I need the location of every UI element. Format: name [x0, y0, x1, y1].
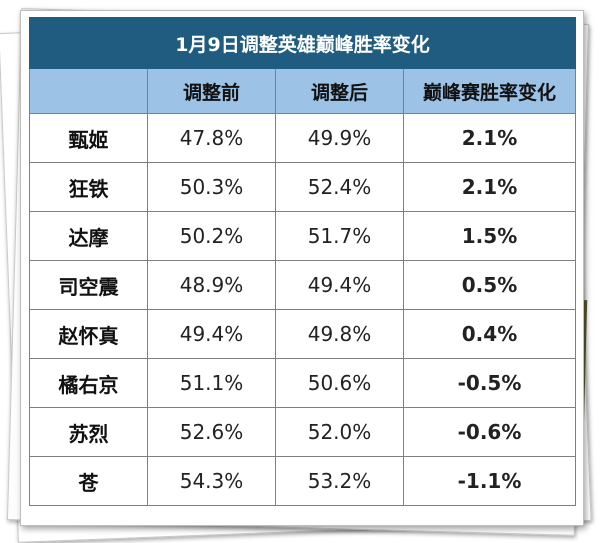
winrate-before-cell: 52.6% — [147, 407, 276, 457]
winrate-before-cell: 50.3% — [147, 162, 276, 212]
winrate-after-cell: 51.7% — [275, 211, 404, 261]
hero-name-cell: 橘右京 — [29, 358, 148, 408]
winrate-before-cell: 48.9% — [147, 260, 276, 310]
winrate-change-cell: -0.6% — [402, 407, 577, 457]
header-after: 调整后 — [275, 68, 404, 114]
hero-name-cell: 苍 — [29, 456, 148, 506]
winrate-change-cell: 1.5% — [402, 211, 577, 261]
winrate-after-cell: 49.9% — [275, 113, 404, 163]
winrate-after-cell: 50.6% — [275, 358, 404, 408]
winrate-before-cell: 54.3% — [147, 456, 276, 506]
hero-name-cell: 赵怀真 — [29, 309, 148, 359]
table-body: 甄姬 47.8% 49.9% 2.1% 狂铁 50.3% 52.4% 2.1% 达摩 50.2% 5… — [29, 113, 577, 506]
winrate-after-cell: 49.4% — [275, 260, 404, 310]
table-row: 苍 54.3% 53.2% -1.1% — [29, 456, 577, 506]
table-row: 狂铁 50.3% 52.4% 2.1% — [29, 162, 577, 212]
winrate-after-cell: 49.8% — [275, 309, 404, 359]
table-row: 达摩 50.2% 51.7% 1.5% — [29, 211, 577, 261]
winrate-after-cell: 52.0% — [275, 407, 404, 457]
winrate-change-cell: 2.1% — [402, 162, 577, 212]
table-row: 苏烈 52.6% 52.0% -0.6% — [29, 407, 577, 457]
winrate-before-cell: 51.1% — [147, 358, 276, 408]
table-title: 1月9日调整英雄巅峰胜率变化 — [28, 17, 577, 69]
winrate-change-cell: 2.1% — [402, 113, 577, 163]
hero-name-cell: 狂铁 — [29, 162, 148, 212]
winrate-after-cell: 53.2% — [275, 456, 404, 506]
hero-name-cell: 达摩 — [29, 211, 148, 261]
winrate-before-cell: 49.4% — [147, 309, 276, 359]
title-row: 1月9日调整英雄巅峰胜率变化 — [28, 17, 577, 69]
winrate-change-cell: 0.5% — [402, 260, 577, 310]
header-change: 巅峰赛胜率变化 — [402, 68, 577, 114]
header-before: 调整前 — [147, 68, 276, 114]
header-hero — [29, 68, 148, 114]
table-row: 橘右京 51.1% 50.6% -0.5% — [29, 358, 577, 408]
winrate-table-container: 1月9日调整英雄巅峰胜率变化 调整前 调整后 巅峰赛胜率变化 甄姬 47.8% 49… — [28, 17, 577, 506]
table-row: 赵怀真 49.4% 49.8% 0.4% — [29, 309, 577, 359]
winrate-after-cell: 52.4% — [275, 162, 404, 212]
hero-name-cell: 甄姬 — [29, 113, 148, 163]
winrate-change-cell: 0.4% — [402, 309, 577, 359]
hero-name-cell: 苏烈 — [29, 407, 148, 457]
winrate-before-cell: 47.8% — [147, 113, 276, 163]
hero-name-cell: 司空震 — [29, 260, 148, 310]
header-row: 调整前 调整后 巅峰赛胜率变化 — [29, 68, 577, 114]
winrate-table: 1月9日调整英雄巅峰胜率变化 调整前 调整后 巅峰赛胜率变化 甄姬 47.8% 49… — [28, 17, 577, 506]
winrate-change-cell: -1.1% — [402, 456, 577, 506]
winrate-before-cell: 50.2% — [147, 211, 276, 261]
table-row: 甄姬 47.8% 49.9% 2.1% — [29, 113, 577, 163]
paper-sheet-front: 1月9日调整英雄巅峰胜率变化 调整前 调整后 巅峰赛胜率变化 甄姬 47.8% 49… — [20, 10, 584, 526]
table-row: 司空震 48.9% 49.4% 0.5% — [29, 260, 577, 310]
winrate-change-cell: -0.5% — [402, 358, 577, 408]
